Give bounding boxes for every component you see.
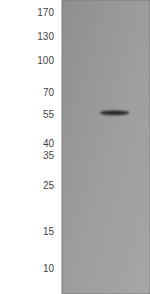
band bbox=[100, 110, 129, 115]
lanes bbox=[100, 110, 129, 115]
blot-figure: 170 130 100 70 55 4035 25 15 10 bbox=[0, 0, 150, 294]
marker-label: 100 bbox=[37, 55, 54, 66]
marker-label: 15 bbox=[43, 226, 55, 237]
membrane bbox=[62, 0, 150, 294]
marker-label: 35 bbox=[43, 150, 55, 161]
marker-label: 130 bbox=[37, 31, 54, 42]
marker-label: 10 bbox=[43, 263, 55, 274]
marker-label: 170 bbox=[37, 7, 54, 18]
marker-label: 55 bbox=[43, 109, 55, 120]
marker-label: 70 bbox=[43, 87, 55, 98]
marker-label: 25 bbox=[43, 180, 55, 191]
marker-label: 40 bbox=[43, 138, 55, 149]
